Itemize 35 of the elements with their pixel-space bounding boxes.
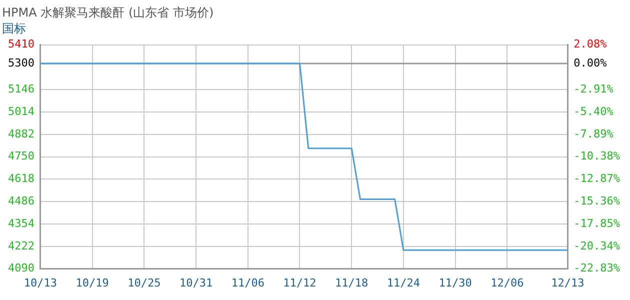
x-tick-label: 12/13 — [551, 276, 584, 290]
y2-tick-label: 0.00% — [574, 56, 608, 70]
y2-tick-label: -22.83% — [574, 262, 620, 275]
x-tick-label: 11/18 — [335, 276, 368, 290]
y2-tick-label: -20.34% — [574, 239, 620, 252]
y2-tick-label: -7.89% — [574, 127, 614, 140]
y2-tick-label: -15.36% — [574, 194, 620, 208]
x-tick-label: 11/06 — [231, 276, 264, 290]
y-tick-label: 4750 — [8, 150, 34, 163]
x-tick-label: 10/31 — [179, 276, 213, 290]
y-tick-label: 4486 — [8, 194, 34, 208]
y2-tick-label: -12.87% — [574, 172, 620, 186]
y-tick-label: 4618 — [8, 172, 34, 186]
y2-tick-label: -2.91% — [574, 82, 614, 96]
y-tick-label: 4222 — [8, 239, 34, 252]
chart-title: HPMA 水解聚马来酸酐 (山东省 市场价) — [2, 5, 214, 20]
y-tick-label: 5410 — [8, 38, 34, 51]
x-tick-label: 11/30 — [438, 276, 472, 290]
y-tick-label: 5146 — [8, 82, 34, 96]
y-tick-label: 4090 — [8, 262, 34, 275]
y2-tick-label: -10.38% — [574, 150, 620, 163]
y2-tick-label: -5.40% — [574, 104, 614, 118]
x-tick-label: 11/12 — [283, 276, 316, 290]
y2-tick-label: -17.85% — [574, 216, 620, 230]
y-tick-label: 5014 — [8, 104, 35, 118]
y-tick-label: 5300 — [8, 56, 34, 70]
x-tick-label: 10/25 — [128, 276, 161, 290]
chart-subtitle: 国标 — [2, 22, 26, 36]
y-tick-label: 4354 — [8, 216, 35, 230]
x-tick-label: 10/13 — [24, 276, 58, 290]
x-tick-label: 11/24 — [386, 276, 420, 290]
y-tick-label: 4882 — [8, 127, 34, 140]
x-tick-label: 10/19 — [76, 276, 109, 290]
x-tick-label: 12/06 — [490, 276, 524, 290]
y2-tick-label: 2.08% — [574, 38, 608, 51]
